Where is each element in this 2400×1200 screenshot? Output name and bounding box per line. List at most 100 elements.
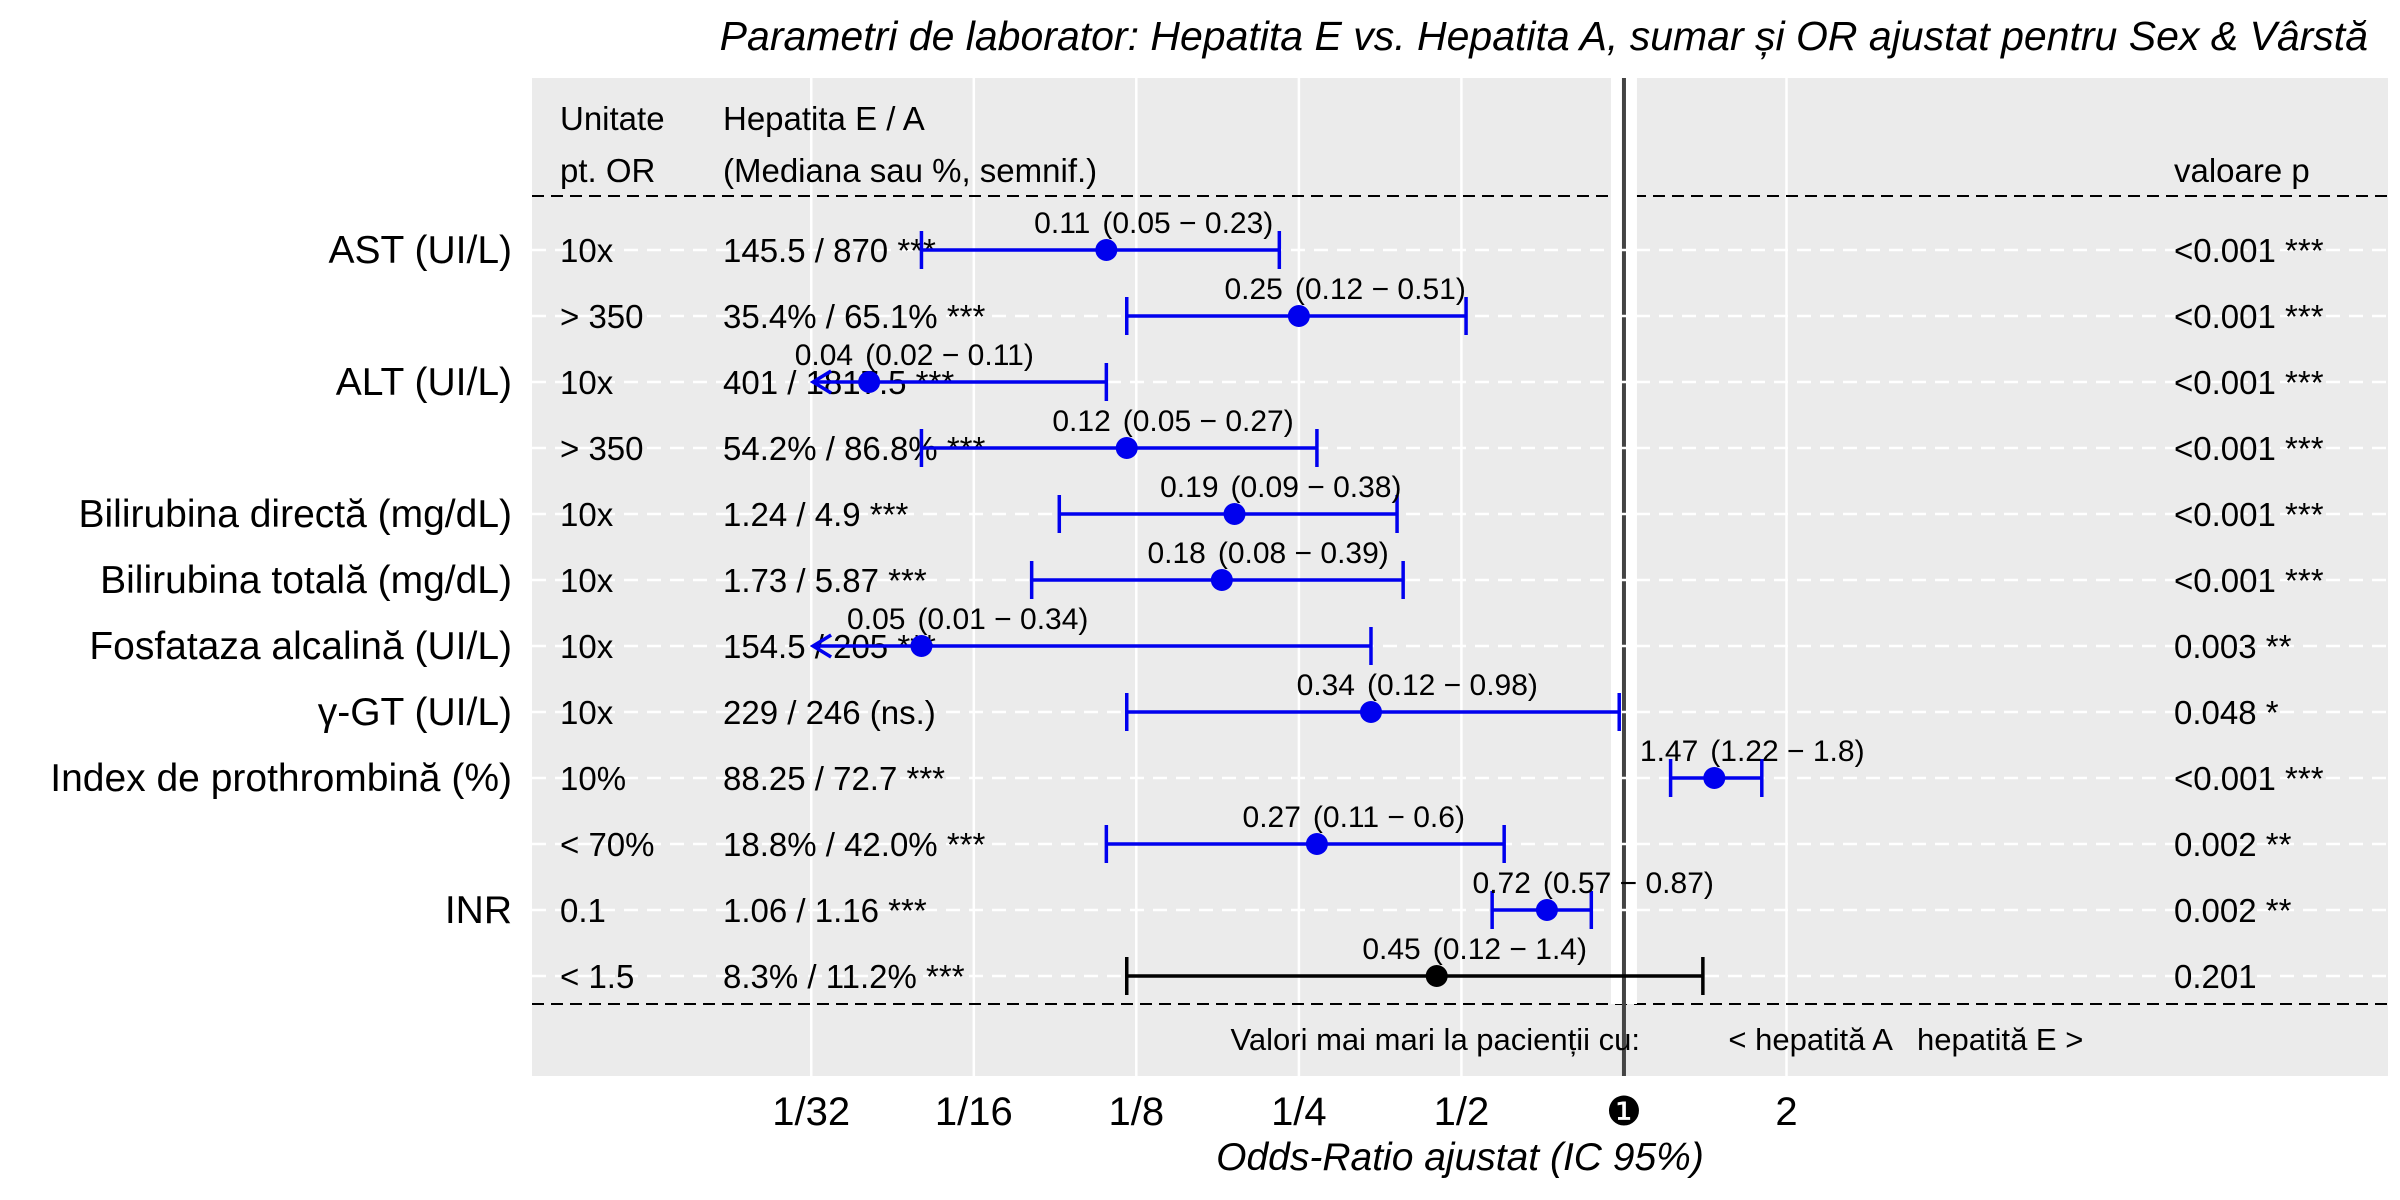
- ci-value-label: (0.57 − 0.87): [1543, 867, 1714, 900]
- row-unit: 10%: [560, 760, 626, 797]
- x-tick-label: 1/32: [772, 1090, 850, 1134]
- x-tick-label: 2: [1775, 1090, 1797, 1134]
- or-point: [910, 635, 933, 657]
- or-value-label: 0.12: [1052, 405, 1110, 438]
- ci-value-label: (0.11 − 0.6): [1313, 801, 1465, 834]
- x-tick-label: 1/16: [935, 1090, 1013, 1134]
- forest-row: Bilirubina directă (mg/dL) 10x 1.24 / 4.9 …: [78, 471, 2388, 536]
- row-unit: 10x: [560, 496, 614, 533]
- row-label: γ-GT (UI/L): [318, 691, 512, 734]
- row-label: Bilirubina totală (mg/dL): [100, 559, 512, 602]
- row-label: INR: [445, 889, 512, 932]
- row-unit: 10x: [560, 694, 614, 731]
- row-p-value: 0.003 **: [2174, 628, 2292, 665]
- header-p-value: valoare p: [2174, 152, 2310, 189]
- row-label: Index de prothrombină (%): [50, 757, 512, 800]
- row-unit: 10x: [560, 628, 614, 665]
- or-value-label: 0.11: [1034, 207, 1090, 240]
- row-p-value: <0.001 ***: [2174, 496, 2324, 533]
- row-summary: 18.8% / 42.0% ***: [723, 826, 985, 863]
- or-value-label: 1.47: [1640, 735, 1698, 768]
- header-unit-line1: Unitate: [560, 100, 665, 137]
- or-point: [1210, 569, 1233, 591]
- row-unit: > 350: [560, 298, 644, 335]
- forest-row: AST (UI/L) 10x 145.5 / 870 *** <0.001 *** 0.…: [329, 207, 2388, 272]
- or-point: [858, 371, 881, 393]
- row-summary: 35.4% / 65.1% ***: [723, 298, 985, 335]
- forest-row: > 350 54.2% / 86.8% *** <0.001 ***0.12 (0.0…: [532, 405, 2388, 467]
- or-point: [1095, 239, 1118, 261]
- row-summary: 229 / 246 (ns.): [723, 694, 936, 731]
- row-unit: 0.1: [560, 892, 606, 929]
- ci-arrow-left: [809, 633, 833, 659]
- row-p-value: 0.201: [2174, 958, 2257, 995]
- row-p-value: <0.001 ***: [2174, 232, 2324, 269]
- row-label: Fosfataza alcalină (UI/L): [89, 625, 512, 668]
- x-tick-label: 1/8: [1109, 1090, 1165, 1134]
- ci-value-label: (0.02 − 0.11): [865, 339, 1034, 372]
- ci-value-label: (0.12 − 1.4): [1433, 933, 1587, 966]
- rows-layer: AST (UI/L) 10x 145.5 / 870 *** <0.001 *** 0.…: [50, 207, 2388, 995]
- or-value-label: 0.18: [1147, 537, 1205, 570]
- header-summary-line1: Hepatita E / A: [723, 100, 925, 137]
- footer-prefix: Valori mai mari la pacienții cu:: [1231, 1022, 1640, 1057]
- row-label: AST (UI/L): [329, 229, 512, 272]
- or-value-label: 0.25: [1224, 273, 1282, 306]
- row-summary: 1.73 / 5.87 ***: [723, 562, 927, 599]
- or-point: [1287, 305, 1310, 327]
- row-p-value: <0.001 ***: [2174, 430, 2324, 467]
- x-tick-label: 1/2: [1434, 1090, 1490, 1134]
- footer-right-group: hepatită E >: [1917, 1022, 2083, 1057]
- row-p-value: 0.002 **: [2174, 892, 2292, 929]
- row-label: Bilirubina directă (mg/dL): [78, 493, 512, 536]
- ci-value-label: (0.01 − 0.34): [917, 603, 1088, 636]
- or-point: [1425, 965, 1448, 987]
- x-axis-label: Odds-Ratio ajustat (IC 95%): [1216, 1136, 1704, 1179]
- row-summary: 1.24 / 4.9 ***: [723, 496, 908, 533]
- forest-row: Index de prothrombină (%) 10% 88.25 / 72.7…: [50, 735, 2388, 800]
- or-value-label: 0.72: [1473, 867, 1531, 900]
- reference-layer: [1610, 78, 1637, 1076]
- forest-row: ALT (UI/L) 10x 401 / 1817.5 *** <0.001 ***0…: [336, 339, 2388, 404]
- row-summary: 145.5 / 870 ***: [723, 232, 936, 269]
- header-unit-line2: pt. OR: [560, 152, 655, 189]
- row-unit: > 350: [560, 430, 644, 467]
- row-summary: 88.25 / 72.7 ***: [723, 760, 945, 797]
- ci-value-label: (0.08 − 0.39): [1218, 537, 1389, 570]
- row-unit: 10x: [560, 364, 614, 401]
- row-unit: < 70%: [560, 826, 655, 863]
- row-summary: 1.06 / 1.16 ***: [723, 892, 927, 929]
- ci-value-label: (1.22 − 1.8): [1710, 735, 1864, 768]
- row-p-value: <0.001 ***: [2174, 562, 2324, 599]
- ci-value-label: (0.05 − 0.27): [1123, 405, 1294, 438]
- or-point: [1703, 767, 1726, 789]
- x-tick-label: ❶: [1606, 1090, 1642, 1134]
- row-p-value: <0.001 ***: [2174, 760, 2324, 797]
- or-point: [1115, 437, 1138, 459]
- chart-title: Parametri de laborator: Hepatita E vs. H…: [720, 13, 2368, 59]
- forest-row: Fosfataza alcalină (UI/L) 10x 154.5 / 205 …: [89, 603, 2388, 668]
- or-point: [1535, 899, 1558, 921]
- footer-left-group: < hepatită A: [1728, 1022, 1893, 1057]
- x-tick-label: 1/4: [1271, 1090, 1327, 1134]
- row-summary: 8.3% / 11.2% ***: [723, 958, 965, 995]
- or-value-label: 0.27: [1243, 801, 1301, 834]
- row-unit: 10x: [560, 562, 614, 599]
- or-value-label: 0.45: [1362, 933, 1420, 966]
- row-p-value: 0.002 **: [2174, 826, 2292, 863]
- forest-row: γ-GT (UI/L) 10x 229 / 246 (ns.) 0.048 * 0.34…: [318, 669, 2388, 734]
- row-unit: 10x: [560, 232, 614, 269]
- or-value-label: 0.34: [1297, 669, 1355, 702]
- ci-arrow-left: [809, 369, 833, 395]
- row-p-value: <0.001 ***: [2174, 298, 2324, 335]
- forest-row: < 1.5 8.3% / 11.2% *** 0.201 0.45 (0.12 − 1.…: [532, 933, 2388, 995]
- ci-value-label: (0.12 − 0.98): [1367, 669, 1538, 702]
- or-value-label: 0.19: [1160, 471, 1218, 504]
- forest-row: < 70% 18.8% / 42.0% *** 0.002 ** 0.27 (0.11 …: [532, 801, 2388, 863]
- row-p-value: 0.048 *: [2174, 694, 2279, 731]
- or-point: [1305, 833, 1328, 855]
- or-value-label: 0.04: [795, 339, 853, 372]
- header-summary-line2: (Mediana sau %, semnif.): [723, 152, 1097, 189]
- or-value-label: 0.05: [847, 603, 905, 636]
